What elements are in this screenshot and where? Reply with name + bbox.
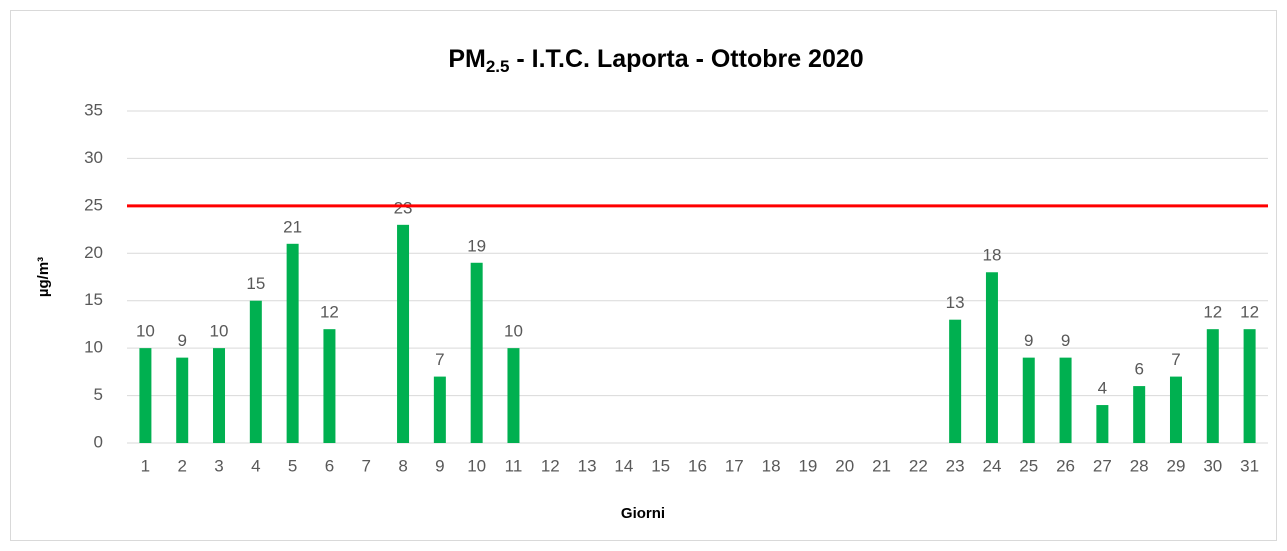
x-tick-label: 9 (435, 456, 444, 475)
bar (1206, 329, 1219, 443)
x-tick-label: 7 (362, 456, 371, 475)
x-tick-label: 8 (398, 456, 407, 475)
bar (286, 243, 299, 443)
bar (985, 272, 998, 443)
data-label: 12 (320, 303, 339, 322)
x-tick-label: 23 (946, 456, 965, 475)
x-tick-label: 25 (1019, 456, 1038, 475)
data-label: 9 (177, 331, 186, 350)
title-rest: - I.T.C. Laporta - Ottobre 2020 (509, 45, 863, 73)
y-tick-label: 35 (84, 100, 103, 119)
data-label: 10 (504, 322, 523, 341)
x-tick-label: 5 (288, 456, 297, 475)
chart-border (10, 10, 1277, 541)
x-tick-label: 1 (141, 456, 150, 475)
x-tick-label: 28 (1130, 456, 1149, 475)
x-tick-label: 14 (614, 456, 633, 475)
data-label: 10 (136, 322, 155, 341)
bar (1243, 329, 1256, 443)
x-tick-label: 3 (214, 456, 223, 475)
title-subscript: 2.5 (486, 57, 510, 76)
bar (323, 329, 336, 443)
data-label: 9 (1024, 331, 1033, 350)
bar (433, 376, 446, 443)
x-tick-label: 18 (762, 456, 781, 475)
data-label: 12 (1203, 303, 1222, 322)
y-tick-label: 25 (84, 195, 103, 214)
x-tick-label: 2 (177, 456, 186, 475)
data-label: 15 (246, 274, 265, 293)
x-tick-label: 31 (1240, 456, 1259, 475)
bar (213, 348, 226, 443)
x-tick-label: 10 (467, 456, 486, 475)
x-tick-label: 20 (835, 456, 854, 475)
y-tick-label: 5 (94, 385, 103, 404)
title-main: PM (448, 45, 486, 73)
y-tick-label: 20 (84, 243, 103, 262)
data-label: 12 (1240, 303, 1259, 322)
data-label: 7 (1171, 350, 1180, 369)
data-label: 9 (1061, 331, 1070, 350)
x-tick-label: 16 (688, 456, 707, 475)
x-tick-label: 6 (325, 456, 334, 475)
x-tick-label: 11 (505, 456, 523, 475)
y-tick-label: 15 (84, 290, 103, 309)
bar (1059, 357, 1072, 443)
x-tick-label: 17 (725, 456, 744, 475)
data-label: 6 (1134, 360, 1143, 379)
y-tick-label: 30 (84, 148, 103, 167)
y-tick-label: 0 (94, 432, 103, 451)
bar (139, 348, 152, 443)
data-label: 18 (982, 246, 1001, 265)
bar (249, 300, 262, 443)
x-tick-label: 24 (982, 456, 1001, 475)
data-label: 7 (435, 350, 444, 369)
bar (1022, 357, 1035, 443)
y-axis-title: µg/m³ (35, 257, 52, 297)
x-tick-label: 13 (578, 456, 597, 475)
x-tick-label: 21 (872, 456, 891, 475)
data-label: 23 (394, 198, 413, 217)
bar (1133, 386, 1146, 443)
bar (470, 262, 483, 443)
x-tick-label: 26 (1056, 456, 1075, 475)
x-tick-label: 19 (798, 456, 817, 475)
x-tick-label: 29 (1167, 456, 1186, 475)
bar (1096, 405, 1109, 443)
data-label: 13 (946, 293, 965, 312)
x-tick-label: 30 (1203, 456, 1222, 475)
data-label: 21 (283, 217, 302, 236)
bar (1169, 376, 1182, 443)
x-axis-title: Giorni (621, 505, 665, 522)
x-tick-label: 22 (909, 456, 928, 475)
bar (949, 319, 962, 443)
x-tick-label: 27 (1093, 456, 1112, 475)
data-label: 10 (210, 322, 229, 341)
x-tick-label: 12 (541, 456, 560, 475)
chart-title: PM2.5 - I.T.C. Laporta - Ottobre 2020 (448, 45, 863, 77)
x-tick-label: 15 (651, 456, 670, 475)
y-tick-label: 10 (84, 338, 103, 357)
bar (397, 224, 410, 443)
x-tick-label: 4 (251, 456, 260, 475)
data-label: 4 (1098, 379, 1107, 398)
data-label: 19 (467, 236, 486, 255)
bar (507, 348, 520, 443)
bar (176, 357, 189, 443)
